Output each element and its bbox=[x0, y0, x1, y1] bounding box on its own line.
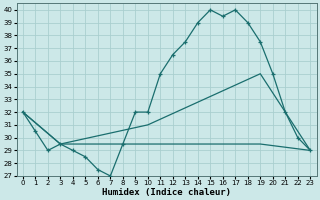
X-axis label: Humidex (Indice chaleur): Humidex (Indice chaleur) bbox=[102, 188, 231, 197]
